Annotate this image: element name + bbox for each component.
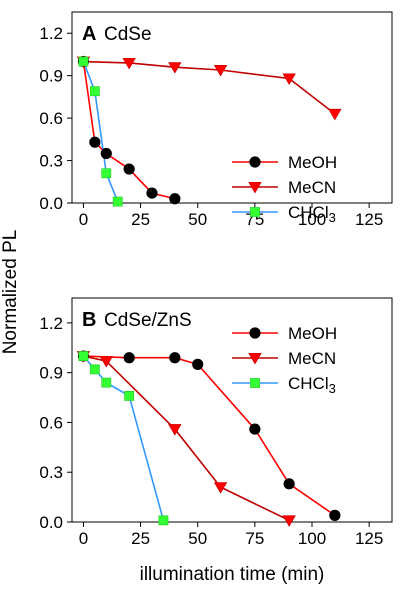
y-tick-label: 0.0 [39,194,63,213]
legend: MeOH MeCN CHCl3 [232,153,337,225]
y-tick-label: 0.3 [39,152,63,171]
legend-label: MeOH [288,153,337,172]
legend-label: MeOH [288,324,337,343]
data-point-mecn [99,356,114,368]
x-tick-label: 25 [131,210,150,229]
x-tick-label: 0 [79,210,88,229]
panel-title: CdSe/ZnS [104,310,192,331]
data-point-chcl3 [124,390,135,401]
data-point-meoh [169,193,181,205]
legend-marker-chcl3 [250,207,260,217]
x-tick-label: 50 [188,529,207,548]
data-point-mecn [213,65,228,77]
y-tick-label: 0.0 [39,513,63,532]
data-point-mecn [213,482,228,494]
data-point-chcl3 [78,351,89,361]
legend-marker-chcl3 [250,378,260,388]
data-point-meoh [89,136,101,148]
y-axis-title: Normalized PL [0,230,21,355]
data-point-chcl3 [89,86,100,97]
panel-letter: A [82,23,96,45]
y-tick-label: 1.2 [39,24,63,43]
data-point-mecn [282,73,296,85]
y-tick-label: 1.2 [39,314,63,333]
data-point-chcl3 [158,515,169,526]
data-point-mecn [328,108,342,121]
x-tick-label: 125 [355,210,383,229]
x-tick-label: 25 [131,529,150,548]
data-point-meoh [123,352,135,364]
x-axis-title: illumination time (min) [140,564,325,585]
data-point-chcl3 [101,377,112,388]
y-tick-label: 0.3 [39,463,63,482]
series-line-meoh [82,61,176,200]
data-point-mecn [168,62,182,74]
data-point-chcl3 [101,168,112,179]
plot-frame [71,11,393,204]
legend-label: MeCN [288,178,336,197]
data-point-meoh [123,163,135,175]
series-line-chcl3 [82,61,119,202]
y-tick-label: 0.6 [39,413,63,432]
x-tick-label: 100 [298,529,326,548]
data-point-meoh [169,352,181,364]
data-point-meoh [329,509,341,521]
y-tick-label: 0.9 [39,67,63,86]
legend-marker-mecn [248,182,262,194]
chart-panel-b: 0 25 50 75 100 125 0.0 0.3 0.6 0.9 1.2 B CdSe/ZnS MeO… [39,297,393,548]
data-point-meoh [100,147,112,160]
data-point-mecn [122,57,136,70]
x-tick-label: 125 [355,529,383,548]
x-tick-label: 75 [245,529,264,548]
data-point-chcl3 [89,364,100,375]
y-tick-label: 0.9 [39,364,63,383]
x-tick-label: 100 [298,210,326,229]
series-line-mecn [83,60,336,115]
data-point-mecn [168,424,182,436]
x-tick-label: 50 [188,210,207,229]
legend-label: CHCl3 [288,203,336,225]
legend: MeOH MeCN CHCl3 [232,324,337,396]
panel-letter: B [82,309,96,331]
data-point-meoh [146,187,158,199]
legend-marker-meoh [249,327,261,339]
series-line-chcl3 [82,355,165,521]
data-point-chcl3 [78,56,89,67]
data-point-mecn [282,515,296,527]
legend-label: CHCl3 [288,374,336,396]
x-tick-label: 0 [79,529,88,548]
legend-label: MeCN [288,349,336,368]
plot-frame [71,297,393,523]
y-tick-label: 0.6 [39,109,63,128]
data-point-chcl3 [112,196,123,207]
legend-marker-meoh [249,156,261,168]
data-point-meoh [283,478,295,490]
panel-title: CdSe [104,24,152,45]
legend-marker-mecn [248,353,262,365]
data-point-meoh [249,423,261,435]
data-point-meoh [192,358,204,370]
